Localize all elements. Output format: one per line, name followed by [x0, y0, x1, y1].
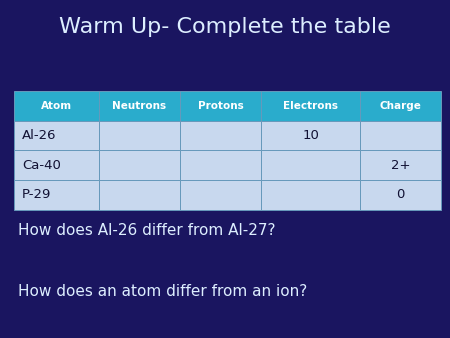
Bar [360, 150, 441, 180]
Text: Electrons: Electrons [283, 101, 338, 111]
Bar [14, 180, 99, 210]
Text: Neutrons: Neutrons [112, 101, 166, 111]
Bar [99, 121, 180, 150]
Bar [360, 180, 441, 210]
Text: Al-26: Al-26 [22, 129, 57, 142]
Bar [180, 91, 261, 121]
Bar [261, 150, 360, 180]
Text: Ca-40: Ca-40 [22, 159, 61, 172]
Text: 10: 10 [302, 129, 319, 142]
Text: How does Al-26 differ from Al-27?: How does Al-26 differ from Al-27? [18, 223, 275, 238]
Text: Warm Up- Complete the table: Warm Up- Complete the table [59, 17, 391, 37]
Text: P-29: P-29 [22, 188, 51, 201]
Bar [99, 91, 180, 121]
Bar [14, 121, 99, 150]
Bar [99, 150, 180, 180]
Text: Protons: Protons [198, 101, 243, 111]
Text: Atom: Atom [40, 101, 72, 111]
Bar [14, 150, 99, 180]
Bar [99, 180, 180, 210]
Bar [360, 121, 441, 150]
Text: How does an atom differ from an ion?: How does an atom differ from an ion? [18, 284, 307, 299]
Bar [14, 91, 99, 121]
Text: 0: 0 [396, 188, 405, 201]
Bar [360, 91, 441, 121]
Bar [261, 121, 360, 150]
Text: 2+: 2+ [391, 159, 410, 172]
Bar [261, 180, 360, 210]
Bar [180, 150, 261, 180]
Text: Charge: Charge [379, 101, 422, 111]
Bar [180, 121, 261, 150]
Bar [261, 91, 360, 121]
Bar [180, 180, 261, 210]
